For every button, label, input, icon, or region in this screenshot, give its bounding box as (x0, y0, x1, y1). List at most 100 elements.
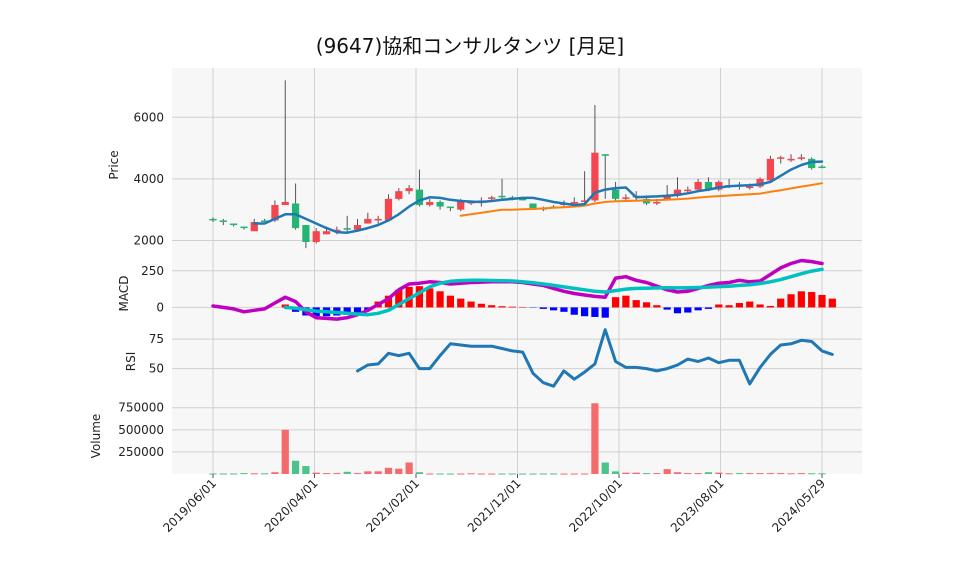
candle-body (457, 200, 465, 210)
volume-bar (642, 473, 651, 475)
candle-body (291, 203, 300, 229)
volume-bar (580, 473, 589, 475)
candle-body (405, 188, 413, 192)
macd-hist-bar (735, 303, 744, 308)
volume-bars (209, 403, 826, 475)
y-tick-label: 0 (156, 300, 164, 314)
macd-hist-bar (663, 307, 671, 310)
macd-hist-bar (756, 304, 764, 308)
volume-bar (364, 471, 372, 474)
candle-body (384, 198, 393, 221)
candle-body (715, 181, 723, 190)
candle-body (601, 154, 609, 156)
macd-hist-bar (653, 305, 661, 308)
candle-body (766, 158, 775, 181)
x-tick-label: 2021/12/01 (465, 476, 524, 535)
candle-body (756, 178, 764, 187)
macd-hist-bar (673, 307, 682, 314)
chart-title: (9647)協和コンサルタンツ [月足] (316, 34, 624, 58)
y-tick-label: 250000 (118, 445, 164, 459)
candle-body (808, 158, 816, 169)
volume-bar (457, 473, 465, 475)
volume-bar (343, 471, 351, 474)
volume-bar (746, 473, 754, 475)
volume-bar (374, 471, 382, 474)
volume-bar (436, 473, 444, 475)
candle-body (663, 195, 671, 201)
macd-hist-bar (601, 307, 609, 318)
x-tick-label: 2020/04/01 (262, 476, 321, 535)
candle-body (684, 189, 692, 192)
volume-bar (477, 473, 485, 475)
volume-bar (611, 471, 620, 474)
volume-bar (498, 473, 506, 475)
x-tick-label: 2024/05/29 (769, 476, 828, 535)
volume-bar (787, 473, 795, 475)
candle-body (250, 221, 258, 232)
macd-hist-bar (580, 307, 589, 317)
macd-hist-bar (828, 298, 836, 308)
candlesticks (209, 80, 826, 249)
macd-hist-bar (343, 307, 351, 315)
macd-hist-bar (488, 305, 496, 308)
candle-body (343, 228, 351, 230)
signal-line (283, 267, 824, 317)
macd-hist-bar (611, 297, 620, 308)
volume-bar (529, 473, 537, 475)
macd-hist-bar (746, 301, 754, 308)
candle-body (611, 189, 620, 199)
volume-bar (591, 403, 599, 474)
macd-hist-bar (766, 305, 775, 308)
macd-hist-bar (591, 307, 599, 317)
y-tick-labels: 2000 4000 6000 0 250 50 75 250000 500000 750000 (118, 110, 164, 459)
volume-bar (508, 473, 516, 475)
volume-bar (797, 473, 805, 475)
macd-hist-bar (415, 286, 424, 308)
candle-body (777, 157, 785, 159)
macd-hist-bar (446, 295, 455, 308)
volume-bar (250, 473, 258, 475)
volume-bar (756, 473, 764, 475)
volume-bar (519, 473, 527, 475)
macd-hist-bar (642, 302, 651, 308)
volume-bar (663, 469, 671, 474)
macd-hist-bar (467, 301, 475, 308)
y-tick-label: 500000 (118, 423, 164, 437)
volume-bar (488, 473, 496, 475)
volume-bar (539, 473, 547, 475)
macd-hist-bar (818, 294, 826, 308)
macd-hist-bar (477, 303, 485, 308)
macd-hist-bar (508, 306, 516, 308)
candle-body (591, 152, 599, 201)
volume-bar (818, 473, 826, 475)
y-axis-label-volume: Volume (89, 414, 103, 459)
candle-body (333, 229, 341, 232)
macd-hist-bar (808, 292, 816, 308)
candle-body (746, 186, 754, 189)
macd-hist-bar (725, 305, 733, 308)
y-tick-label: 6000 (133, 110, 164, 124)
macd-hist-bar (704, 307, 713, 309)
candle-body (818, 166, 826, 169)
volume-bar (622, 472, 630, 474)
macd-hist-bar (426, 288, 434, 308)
volume-bar (704, 472, 713, 474)
volume-bar (715, 472, 723, 474)
candle-body (570, 201, 578, 204)
candle-body (529, 203, 537, 209)
candle-body (260, 220, 269, 222)
volume-bar (219, 473, 227, 475)
candle-body (694, 181, 702, 190)
macd-hist-bar (436, 291, 444, 308)
volume-bar (735, 473, 744, 475)
candle-body (281, 201, 289, 206)
candle-body (797, 157, 805, 159)
macd-hist-bar (498, 306, 506, 308)
macd-hist-bar (787, 294, 795, 308)
candle-body (364, 218, 372, 224)
macd-hist-bar (777, 298, 785, 308)
candle-body (302, 225, 310, 242)
x-tick-labels: 2019/06/01 2020/04/01 2021/02/01 2021/12/01… (160, 474, 828, 535)
y-axis-label-rsi: RSI (124, 352, 138, 372)
